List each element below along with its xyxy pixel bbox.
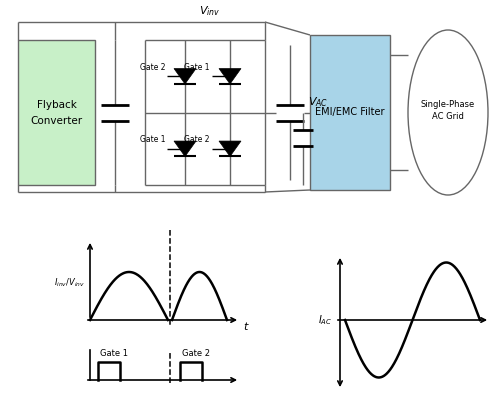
- Polygon shape: [174, 69, 196, 84]
- Polygon shape: [219, 141, 241, 156]
- Text: $I_{AC}$: $I_{AC}$: [318, 313, 332, 327]
- Text: EMI/EMC Filter: EMI/EMC Filter: [316, 107, 385, 117]
- Ellipse shape: [408, 30, 488, 195]
- Text: Single-Phase: Single-Phase: [421, 100, 475, 109]
- FancyBboxPatch shape: [310, 35, 390, 190]
- Text: Gate 1: Gate 1: [100, 349, 128, 358]
- Text: Gate 2: Gate 2: [140, 63, 165, 72]
- Text: Gate 1: Gate 1: [184, 63, 210, 72]
- Polygon shape: [219, 69, 241, 84]
- FancyBboxPatch shape: [18, 40, 95, 185]
- Text: $V_{inv}$: $V_{inv}$: [200, 4, 220, 18]
- Text: $V_{AC}$: $V_{AC}$: [308, 95, 328, 109]
- Text: Gate 2: Gate 2: [182, 349, 210, 358]
- Text: Gate 1: Gate 1: [140, 135, 165, 144]
- Polygon shape: [174, 141, 196, 156]
- Text: AC Grid: AC Grid: [432, 112, 464, 121]
- Text: Gate 2: Gate 2: [184, 135, 210, 144]
- Text: Converter: Converter: [30, 115, 82, 126]
- Text: $t$: $t$: [243, 320, 250, 332]
- Text: Flyback: Flyback: [36, 99, 76, 109]
- Text: $I_{inv}/V_{inv}$: $I_{inv}/V_{inv}$: [54, 276, 85, 289]
